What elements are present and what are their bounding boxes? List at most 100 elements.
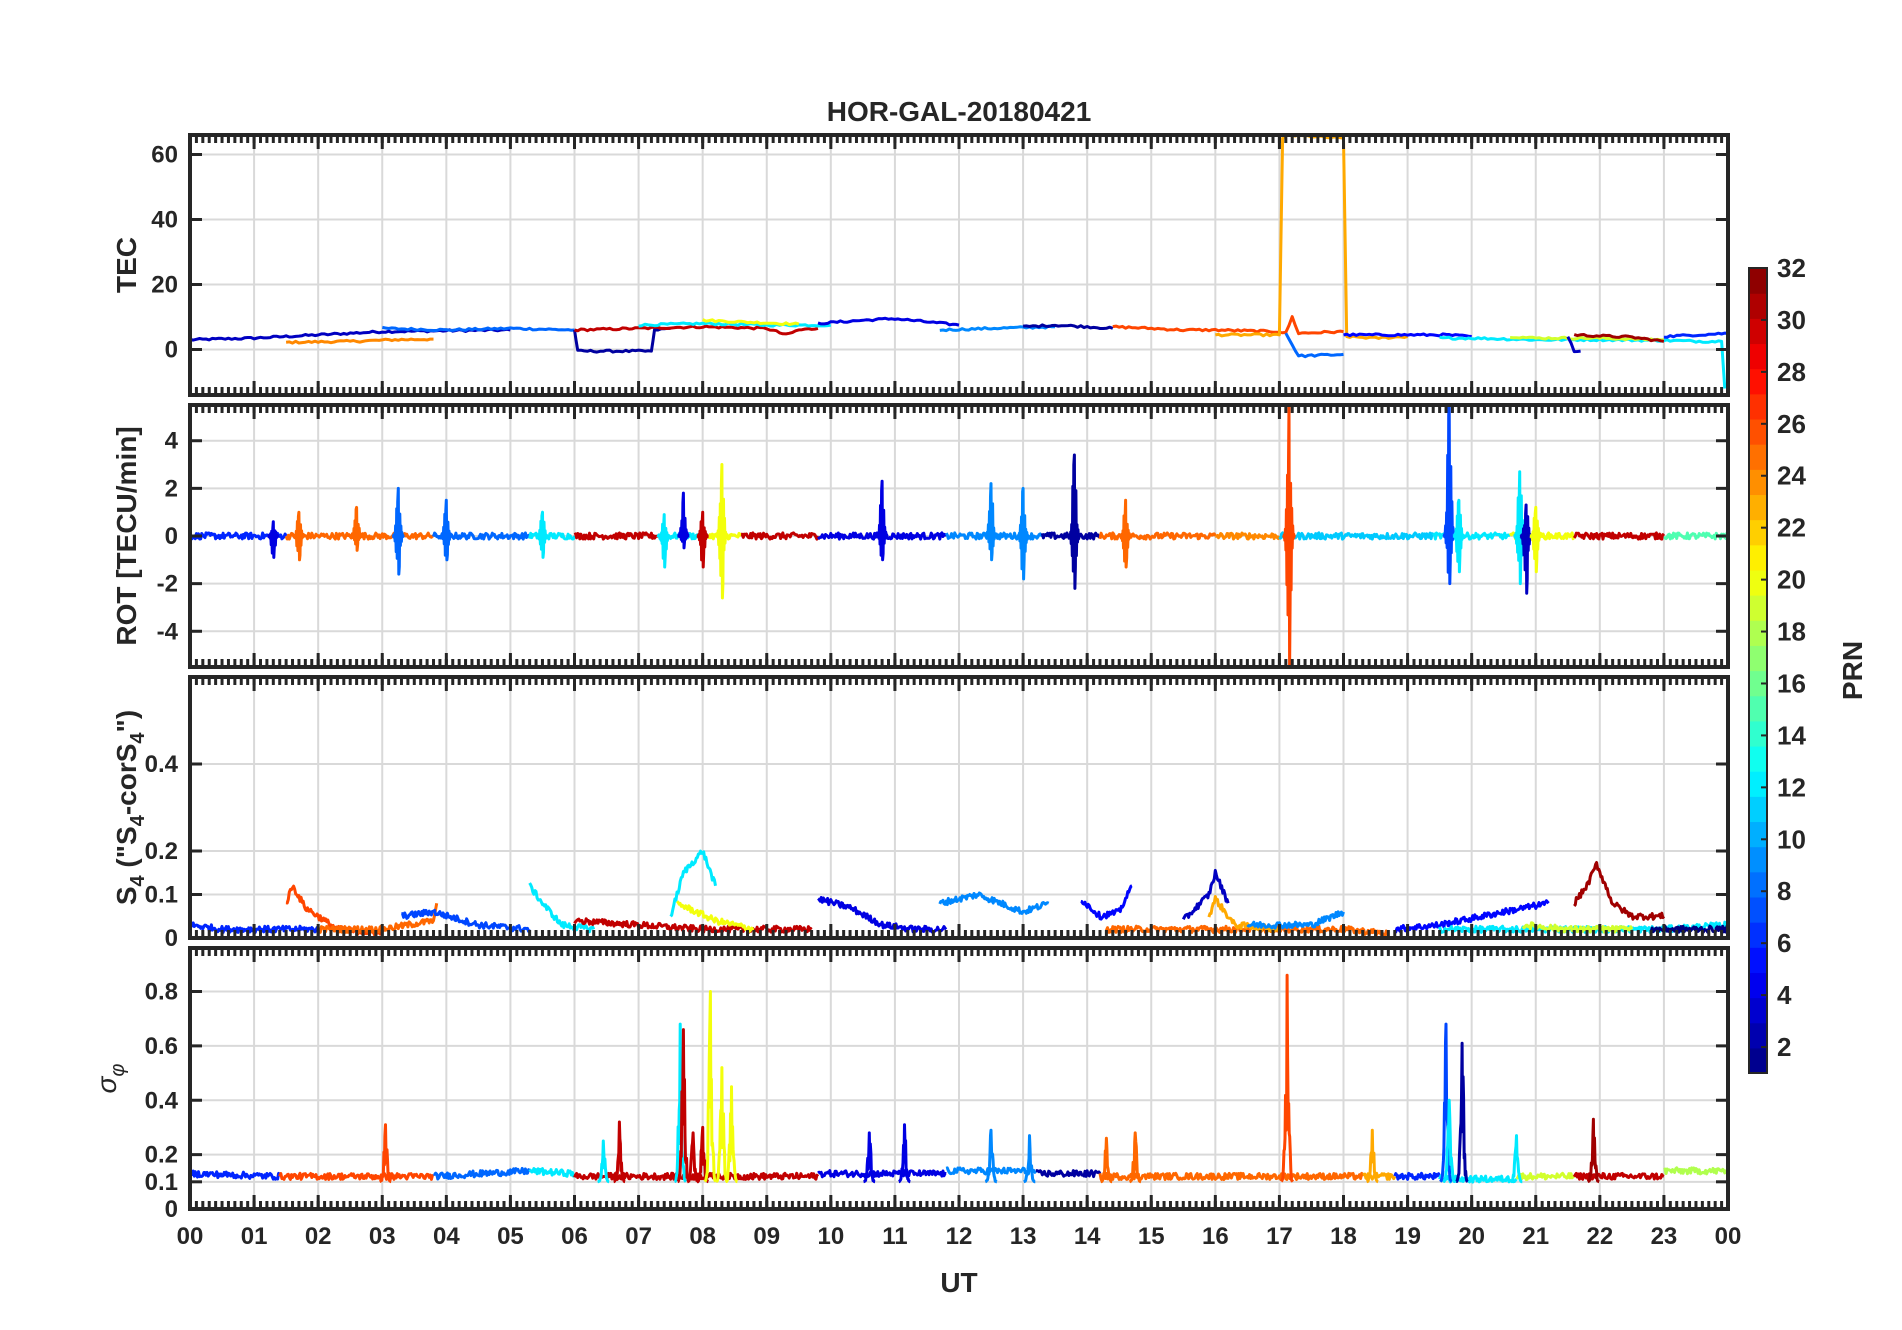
x-tick-label: 16 <box>1202 1223 1229 1250</box>
series-prn-11 <box>1278 531 1435 541</box>
colorbar-swatch <box>1749 821 1767 848</box>
colorbar-tick-label: 12 <box>1777 772 1806 802</box>
y-axis-label-s4: S4 ("S4-corS4") <box>111 710 149 905</box>
y-tick-label: 20 <box>151 272 178 299</box>
colorbar-swatch <box>1749 393 1767 420</box>
spike-prn-12 <box>535 510 550 559</box>
x-tick-label: 01 <box>241 1223 268 1250</box>
series-group <box>190 135 1728 389</box>
colorbar-swatch <box>1749 1047 1767 1074</box>
spike-prn-9 <box>984 482 998 562</box>
colorbar-swatch <box>1749 1022 1767 1049</box>
spike-prn-9 <box>1016 486 1030 581</box>
spike-prn-25 <box>1118 498 1133 569</box>
series-prn-12 <box>528 1167 576 1178</box>
colorbar-swatch <box>1749 544 1767 571</box>
y-tick-label: -4 <box>157 618 179 645</box>
colorbar-tick-label: 16 <box>1777 668 1806 698</box>
x-tick-label: 06 <box>561 1223 588 1250</box>
series-prn-6 <box>1393 1171 1442 1181</box>
y-tick-label: 60 <box>151 142 178 169</box>
y-tick-label: 0.2 <box>145 1142 178 1169</box>
y-tick-label: 0.4 <box>145 751 179 778</box>
spike-prn-25 <box>1128 1131 1142 1184</box>
colorbar-swatch <box>1749 318 1767 345</box>
series-prn-9 <box>1246 910 1345 930</box>
y-tick-label: 0.6 <box>145 1033 178 1060</box>
series-prn-12 <box>528 531 576 541</box>
series-prn-6 <box>1663 331 1728 339</box>
y-tick-label: -2 <box>157 571 178 598</box>
colorbar-swatch <box>1749 519 1767 546</box>
colorbar-tick-label: 28 <box>1777 357 1806 387</box>
spike-prn-25 <box>1099 1136 1114 1184</box>
colorbar-swatch <box>1749 796 1767 823</box>
series-prn-12 <box>638 321 832 328</box>
colorbar-swatch <box>1749 368 1767 395</box>
series-prn-12 <box>1439 335 1727 389</box>
series-prn-25 <box>1098 1171 1365 1181</box>
panel-rot: -4 -2 0 2 4 ROT [TECU/min] <box>111 403 1730 669</box>
colorbar-tick-label: 20 <box>1777 565 1806 595</box>
y-tick-label: 0.4 <box>145 1087 179 1114</box>
series-prn-4 <box>817 1169 947 1179</box>
spike-prn-7 <box>1442 405 1457 586</box>
spike-prn-20 <box>1529 505 1543 574</box>
colorbar-swatch <box>1749 947 1767 973</box>
colorbar-frame <box>1748 267 1768 1074</box>
spike-prn-12 <box>596 1139 611 1184</box>
colorbar-swatch <box>1749 896 1767 923</box>
colorbar-swatch <box>1749 670 1767 697</box>
spike-prn-25 <box>292 510 306 562</box>
spike-prn-12 <box>673 1022 688 1184</box>
colorbar-swatch <box>1749 620 1767 646</box>
x-tick-label: 19 <box>1394 1223 1421 1250</box>
spike-prn-20 <box>724 1085 739 1184</box>
series-prn-30 <box>1572 531 1666 541</box>
x-tick-label: 00 <box>1715 1223 1742 1250</box>
y-axis-label-rot: ROT [TECU/min] <box>111 426 142 645</box>
y-tick-label: 0 <box>165 1196 178 1223</box>
colorbar-tick-label: 30 <box>1777 305 1806 335</box>
series-prn-4 <box>817 316 960 327</box>
y-tick-label: 2 <box>165 475 178 502</box>
series-prn-8 <box>382 325 575 332</box>
spike-prn-8 <box>391 486 405 576</box>
series-prn-4 <box>817 896 948 934</box>
colorbar-swatch <box>1749 293 1767 319</box>
colorbar-swatch <box>1749 922 1767 948</box>
spike-prn-7 <box>1439 1022 1453 1183</box>
x-tick-label: 14 <box>1074 1223 1101 1250</box>
series-prn-20 <box>675 900 755 933</box>
series-prn-31 <box>1573 861 1666 921</box>
colorbar-swatch <box>1749 268 1767 294</box>
x-tick-label: 04 <box>433 1223 460 1250</box>
series-prn-30 <box>574 324 819 336</box>
series-prn-9 <box>945 1166 1038 1176</box>
series-prn-18 <box>1663 1166 1728 1176</box>
y-tick-label: 0 <box>165 337 178 364</box>
spike-prn-4 <box>897 1123 912 1184</box>
spike-prn-4 <box>862 1131 876 1184</box>
colorbar-tick-label: 26 <box>1777 409 1806 439</box>
spike-prn-9 <box>1022 1134 1037 1184</box>
series-prn-2 <box>1023 323 1114 330</box>
colorbar-swatch <box>1749 645 1767 672</box>
colorbar-swatch <box>1749 972 1767 999</box>
y-tick-label: 0 <box>165 523 178 550</box>
series-prn-8 <box>1284 332 1344 359</box>
spike-prn-12 <box>657 513 671 569</box>
spike-prn-31 <box>1586 1117 1601 1184</box>
series-prn-30 <box>573 531 659 541</box>
x-tick-label: 23 <box>1651 1223 1678 1250</box>
y-tick-label: 0 <box>165 925 178 952</box>
spike-prn-12 <box>1442 1098 1456 1184</box>
colorbar-tick-label: 10 <box>1777 824 1806 854</box>
colorbar-swatch <box>1749 343 1767 370</box>
x-tick-label: 21 <box>1522 1223 1549 1250</box>
x-tick-label: 13 <box>1010 1223 1037 1250</box>
x-tick-label: 11 <box>882 1223 907 1250</box>
y-tick-label: 4 <box>165 428 179 455</box>
